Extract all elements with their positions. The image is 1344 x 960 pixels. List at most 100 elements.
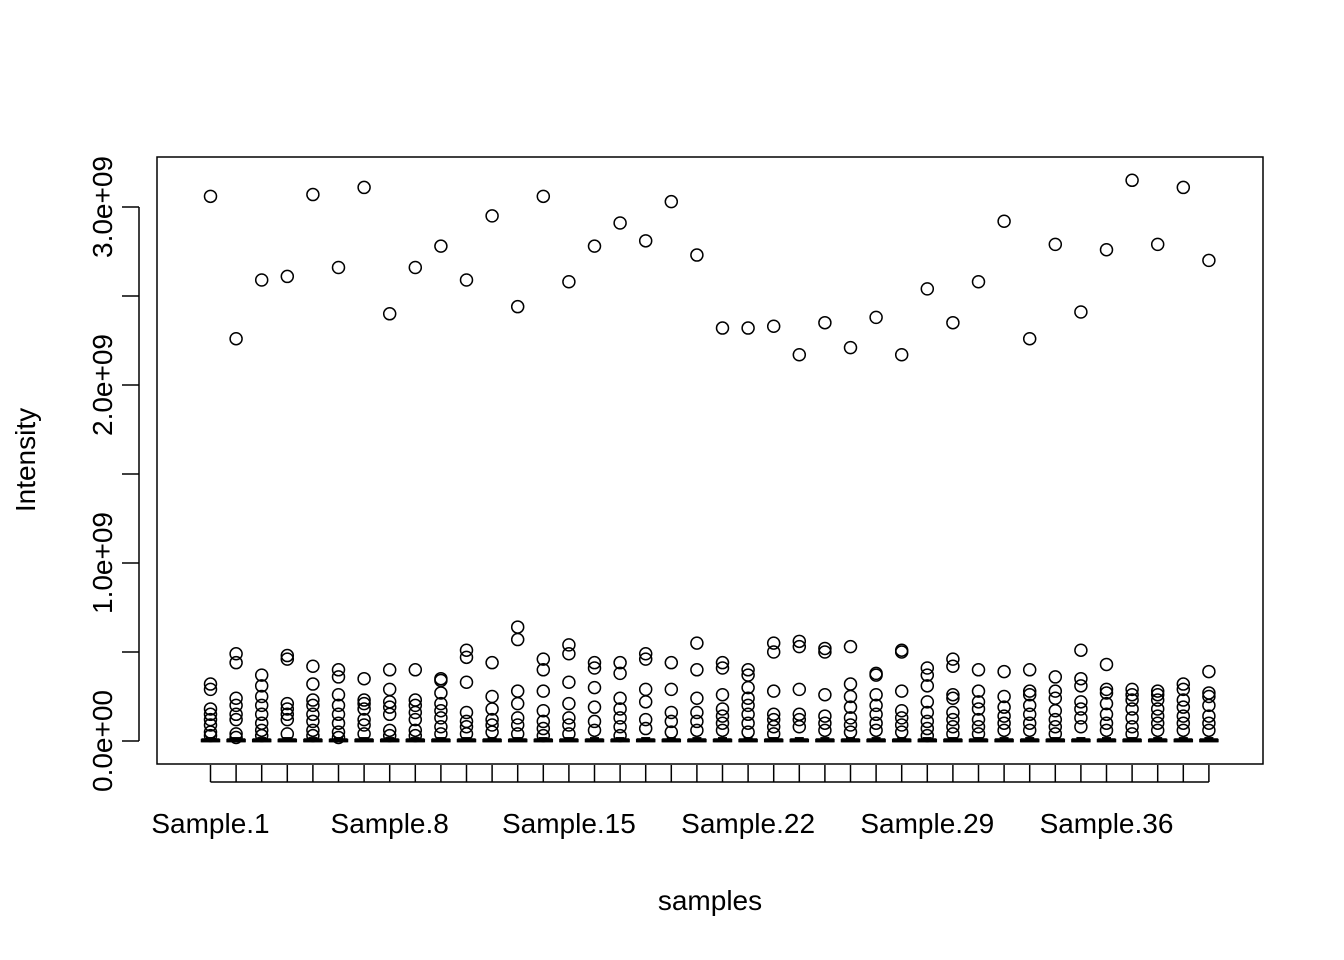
- outlier-point-s6-2: [331, 670, 346, 684]
- outlier-point-s22-0: [741, 321, 755, 335]
- outlier-point-s10-6: [434, 711, 448, 725]
- outlier-point-s1-2: [203, 682, 218, 697]
- outlier-point-s14-2: [536, 663, 551, 677]
- outlier-point-s3-5: [254, 707, 269, 722]
- outlier-point-s15-0: [562, 275, 576, 289]
- outlier-point-s29-6: [920, 714, 935, 729]
- outlier-point-s39-2: [1176, 682, 1191, 697]
- outlier-point-s23-2: [766, 645, 781, 659]
- outlier-point-s17-1: [613, 655, 627, 670]
- outlier-point-s14-6: [536, 721, 551, 736]
- outlier-point-s3-8: [254, 728, 269, 743]
- outlier-point-s4-1: [280, 648, 295, 663]
- y-axis: 0.0e+00 1.0e+09 2.0e+09 3.0e+09: [87, 156, 140, 792]
- sample-boxes: [200, 737, 1219, 743]
- outlier-point-s32-3: [997, 700, 1011, 714]
- outlier-point-s36-7: [1099, 723, 1114, 738]
- outlier-point-s22-7: [741, 716, 755, 730]
- outlier-point-s5-8: [306, 728, 320, 743]
- outlier-point-s9-4: [408, 705, 423, 720]
- outlier-point-s19-5: [664, 725, 679, 739]
- outlier-point-s10-4: [434, 696, 448, 711]
- outlier-point-s15-4: [562, 696, 576, 711]
- outlier-point-s9-0: [408, 260, 423, 275]
- outlier-point-s30-2: [946, 659, 960, 673]
- outlier-point-s35-1: [1074, 643, 1088, 657]
- outlier-point-s37-1: [1125, 682, 1139, 697]
- outlier-point-s6-8: [331, 730, 346, 745]
- outlier-point-s31-5: [971, 712, 986, 727]
- x-tick-label-8: Sample.8: [331, 808, 449, 839]
- outlier-point-s19-0: [664, 194, 679, 209]
- outlier-point-s32-2: [997, 689, 1011, 704]
- outlier-point-s38-2: [1150, 687, 1165, 702]
- outlier-point-s39-0: [1176, 180, 1191, 195]
- outlier-point-s29-0: [920, 282, 935, 296]
- outlier-point-s31-1: [971, 663, 986, 677]
- outlier-point-s30-7: [946, 720, 960, 734]
- outlier-point-s8-5: [382, 707, 397, 722]
- outlier-point-s30-0: [946, 315, 960, 330]
- outlier-point-s13-4: [510, 696, 525, 711]
- outlier-point-s5-2: [306, 677, 320, 691]
- outlier-point-s26-5: [843, 711, 858, 725]
- outlier-point-s32-5: [997, 716, 1011, 730]
- outlier-point-s23-0: [766, 319, 781, 334]
- outlier-point-s29-5: [920, 705, 935, 720]
- outlier-point-s11-4: [459, 705, 474, 720]
- outlier-point-s27-3: [869, 687, 883, 702]
- outlier-point-s35-0: [1074, 305, 1088, 319]
- box-sample-25: [815, 737, 835, 743]
- outlier-point-s8-6: [382, 723, 397, 738]
- outlier-point-s4-4: [280, 702, 295, 716]
- outlier-point-s9-1: [408, 663, 423, 677]
- outlier-point-s15-3: [562, 675, 576, 690]
- outlier-point-s38-6: [1150, 716, 1165, 730]
- outlier-point-s9-7: [408, 728, 423, 743]
- outlier-point-s34-0: [1048, 237, 1063, 252]
- outlier-point-s40-6: [1202, 716, 1216, 730]
- outlier-point-s6-7: [331, 725, 346, 739]
- outlier-point-s3-3: [254, 689, 269, 704]
- outlier-point-s25-4: [818, 709, 832, 723]
- outlier-point-s7-0: [357, 180, 371, 195]
- outlier-point-s17-0: [613, 216, 627, 230]
- outlier-point-s21-7: [715, 723, 730, 738]
- outlier-point-s5-1: [306, 659, 320, 673]
- outlier-point-s15-1: [562, 638, 576, 652]
- outlier-point-s39-7: [1176, 723, 1191, 738]
- outlier-point-s34-5: [1048, 712, 1063, 727]
- outlier-point-s19-4: [664, 714, 679, 729]
- outlier-point-s33-7: [1022, 723, 1037, 738]
- outlier-point-s5-5: [306, 707, 320, 722]
- outlier-point-s12-1: [485, 655, 499, 670]
- outlier-point-s17-2: [613, 666, 627, 681]
- x-tick-label-29: Sample.29: [860, 808, 994, 839]
- outlier-point-s15-6: [562, 718, 576, 732]
- outlier-point-s18-1: [638, 647, 653, 661]
- outlier-point-s17-5: [613, 711, 627, 725]
- outlier-point-s14-4: [536, 703, 551, 718]
- outlier-point-s2-5: [229, 707, 243, 722]
- outlier-point-s17-3: [613, 691, 627, 706]
- outlier-point-s35-2: [1074, 671, 1088, 686]
- outlier-point-s36-5: [1099, 707, 1114, 722]
- outlier-point-s30-6: [946, 712, 960, 727]
- box-sample-16: [584, 737, 605, 743]
- outlier-point-s15-7: [562, 727, 576, 741]
- outlier-point-s1-8: [203, 728, 218, 743]
- outlier-point-s3-0: [254, 273, 269, 287]
- outlier-point-s39-4: [1176, 700, 1191, 714]
- outlier-point-s8-4: [382, 700, 397, 714]
- outlier-point-s16-2: [587, 661, 602, 675]
- outlier-point-s18-6: [638, 721, 653, 736]
- outlier-point-s19-1: [664, 655, 679, 670]
- outlier-point-s29-3: [920, 679, 935, 693]
- box-sample-40: [1199, 737, 1219, 743]
- outlier-point-s15-5: [562, 711, 576, 725]
- outlier-point-s13-2: [510, 632, 525, 647]
- outlier-point-s7-7: [357, 727, 371, 741]
- outlier-point-s7-5: [357, 712, 371, 727]
- outlier-point-s1-4: [203, 707, 218, 722]
- outlier-point-s3-1: [254, 668, 269, 682]
